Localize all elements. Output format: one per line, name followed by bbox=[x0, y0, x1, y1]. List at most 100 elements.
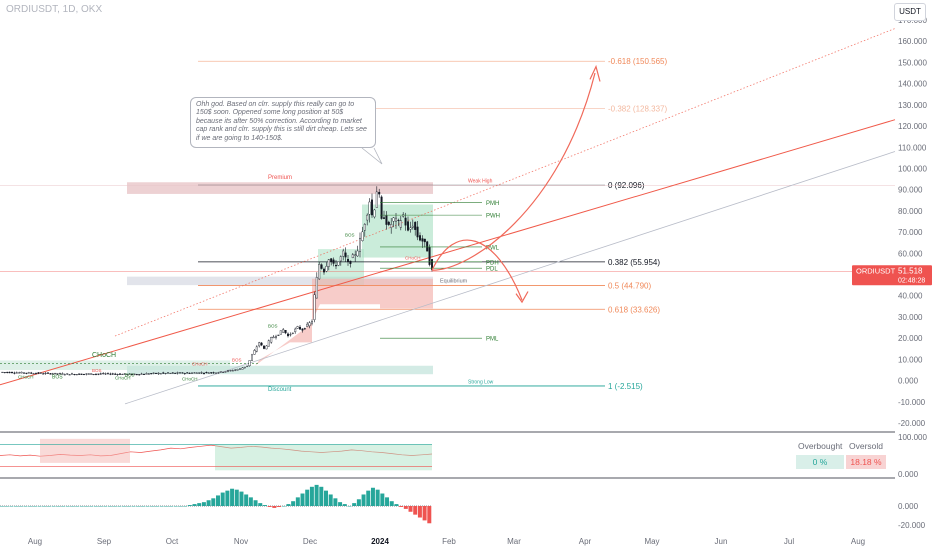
candle bbox=[205, 372, 208, 374]
histogram-bar bbox=[225, 490, 230, 506]
histogram-bar bbox=[295, 497, 300, 506]
osc-y-tick: 100.000 bbox=[898, 433, 927, 442]
candle bbox=[387, 221, 390, 225]
histogram-bar bbox=[356, 499, 361, 506]
candle bbox=[234, 369, 237, 371]
structure-label: BOS bbox=[268, 324, 278, 329]
candle bbox=[97, 373, 100, 375]
candle bbox=[258, 342, 261, 347]
candle bbox=[214, 372, 217, 374]
candle bbox=[327, 259, 330, 267]
candle bbox=[296, 326, 299, 329]
candle bbox=[145, 373, 148, 375]
histogram-bar bbox=[140, 506, 145, 507]
equilibrium-zone bbox=[127, 276, 433, 286]
equilibrium-label: Equilibrium bbox=[440, 278, 468, 284]
histogram-bar bbox=[220, 492, 225, 506]
histogram-bar bbox=[145, 506, 150, 507]
histogram-bar bbox=[216, 495, 220, 506]
candle bbox=[202, 372, 205, 374]
candle bbox=[178, 372, 181, 374]
candle bbox=[210, 372, 213, 374]
candle bbox=[109, 373, 112, 375]
x-tick-label: Sep bbox=[97, 537, 112, 546]
idea-note: Ohh god. Based on clrr. supply this real… bbox=[190, 97, 376, 148]
y-tick-label: -20.000 bbox=[898, 419, 926, 428]
candle bbox=[344, 252, 347, 258]
candle bbox=[303, 328, 306, 330]
histogram-bar bbox=[394, 504, 399, 506]
candle bbox=[35, 373, 38, 375]
histogram-bar bbox=[361, 494, 366, 506]
y-tick-label: 110.000 bbox=[898, 143, 927, 152]
candle bbox=[142, 373, 145, 375]
candle bbox=[174, 372, 177, 374]
candle bbox=[361, 231, 364, 242]
histogram-bar bbox=[65, 506, 70, 507]
price-tag-symbol: ORDIUSDT bbox=[856, 266, 896, 275]
candle bbox=[337, 261, 340, 266]
candle bbox=[270, 337, 273, 343]
candle bbox=[1, 371, 4, 373]
structure-label: CHoCH bbox=[182, 377, 198, 382]
candle bbox=[253, 350, 256, 355]
fib-label: 0.5 (44.790) bbox=[608, 282, 651, 291]
candle bbox=[397, 219, 400, 221]
candle bbox=[106, 372, 109, 374]
candle bbox=[15, 372, 18, 374]
y-tick-label: 140.000 bbox=[898, 80, 927, 89]
histogram-bar bbox=[380, 493, 385, 506]
candle bbox=[363, 224, 366, 231]
histogram-bar bbox=[164, 506, 169, 507]
hist-y-tick: 0.000 bbox=[898, 502, 919, 511]
histogram-bar bbox=[61, 506, 66, 507]
candle bbox=[154, 372, 157, 374]
key-level-label: PDL bbox=[486, 267, 498, 273]
x-tick-label: Nov bbox=[234, 537, 248, 546]
price-axis: 170.000160.000150.000140.000130.000120.0… bbox=[852, 16, 932, 428]
currency-button[interactable]: USDT bbox=[894, 3, 926, 21]
candle bbox=[366, 214, 369, 221]
price-tag-bg bbox=[852, 265, 932, 286]
histogram-bar bbox=[159, 506, 164, 507]
y-tick-label: -10.000 bbox=[898, 398, 926, 407]
candle bbox=[407, 221, 410, 231]
bull-arrowhead bbox=[589, 64, 601, 82]
histogram-bar bbox=[244, 494, 249, 506]
candle bbox=[78, 373, 81, 375]
x-tick-label: Feb bbox=[442, 537, 456, 546]
histogram-bar bbox=[314, 484, 319, 506]
candle bbox=[133, 373, 136, 375]
histogram-bar bbox=[18, 506, 23, 507]
histogram-bar bbox=[206, 500, 211, 506]
candle bbox=[267, 340, 270, 347]
oscillator-bear-band bbox=[40, 438, 130, 463]
y-tick-label: 160.000 bbox=[898, 37, 927, 46]
candle bbox=[311, 321, 314, 324]
histogram-bar bbox=[131, 506, 136, 507]
key-level-label: PMH bbox=[486, 201, 499, 207]
x-tick-label: 2024 bbox=[371, 537, 389, 546]
structure-labels: Premium Weak High Equilibrium Discount Stron… bbox=[18, 175, 494, 393]
histogram-bar bbox=[342, 504, 347, 506]
oscillator-pane: 100.000 0.000 bbox=[0, 431, 927, 479]
trendlines bbox=[0, 28, 896, 405]
candle bbox=[423, 238, 426, 243]
note-tail bbox=[361, 147, 383, 165]
y-tick-label: 100.000 bbox=[898, 164, 927, 173]
histogram-bar bbox=[277, 506, 282, 507]
fib-label: -0.618 (150.565) bbox=[608, 57, 667, 66]
y-tick-label: 10.000 bbox=[898, 355, 923, 364]
histogram-bar bbox=[9, 506, 14, 507]
candle bbox=[10, 371, 13, 374]
candle bbox=[378, 191, 381, 195]
candle bbox=[3, 372, 6, 374]
histogram-bar bbox=[347, 506, 352, 507]
main-trendline bbox=[0, 119, 896, 386]
histogram-bar bbox=[300, 493, 305, 506]
histogram-bar bbox=[309, 486, 314, 506]
histogram-bar bbox=[32, 506, 37, 507]
candle bbox=[162, 372, 165, 374]
candle bbox=[291, 332, 294, 334]
